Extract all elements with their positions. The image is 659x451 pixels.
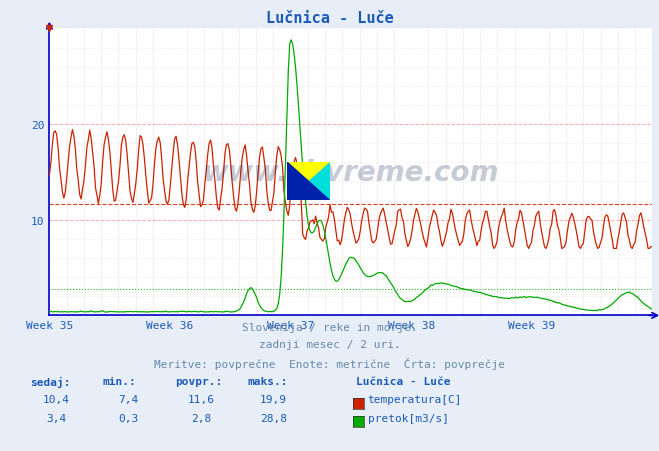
Text: temperatura[C]: temperatura[C]: [368, 395, 462, 405]
Text: 11,6: 11,6: [188, 395, 214, 405]
Text: Meritve: povprečne  Enote: metrične  Črta: povprečje: Meritve: povprečne Enote: metrične Črta:…: [154, 357, 505, 369]
Text: min.:: min.:: [102, 377, 136, 387]
Text: 3,4: 3,4: [46, 413, 66, 423]
Text: 28,8: 28,8: [260, 413, 287, 423]
Text: 19,9: 19,9: [260, 395, 287, 405]
Text: maks.:: maks.:: [247, 377, 287, 387]
Polygon shape: [287, 162, 330, 201]
Text: 10,4: 10,4: [43, 395, 69, 405]
Text: 0,3: 0,3: [119, 413, 138, 423]
Text: Slovenija / reke in morje.: Slovenija / reke in morje.: [242, 322, 417, 332]
Polygon shape: [287, 162, 330, 201]
Text: www.si-vreme.com: www.si-vreme.com: [203, 159, 499, 186]
Text: sedaj:: sedaj:: [30, 377, 70, 387]
Text: Lučnica - Luče: Lučnica - Luče: [266, 11, 393, 26]
Text: 7,4: 7,4: [119, 395, 138, 405]
Text: pretok[m3/s]: pretok[m3/s]: [368, 413, 449, 423]
Text: zadnji mesec / 2 uri.: zadnji mesec / 2 uri.: [258, 340, 401, 350]
Text: povpr.:: povpr.:: [175, 377, 222, 387]
Text: Lučnica - Luče: Lučnica - Luče: [356, 377, 450, 387]
Text: 2,8: 2,8: [191, 413, 211, 423]
